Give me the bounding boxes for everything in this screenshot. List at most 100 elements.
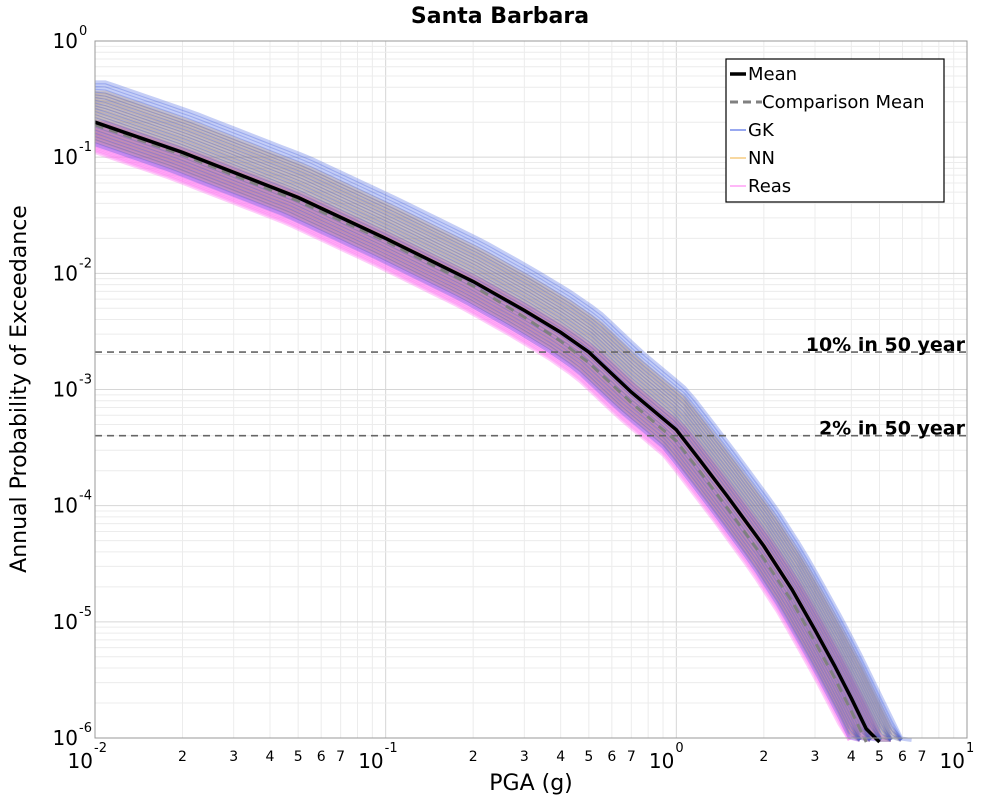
y-tick-label: 10: [53, 261, 78, 285]
band-line-gk: [94, 85, 903, 742]
y-tick-exponent: -1: [79, 140, 92, 155]
x-minor-tick-label: 6: [607, 749, 616, 765]
x-tick-label: 10: [358, 749, 383, 773]
y-tick-label: 10: [53, 610, 78, 634]
x-minor-tick-label: 7: [918, 749, 927, 765]
x-minor-tick-label: 4: [556, 749, 565, 765]
band-line-gk: [94, 132, 862, 741]
band-line-gk: [94, 94, 893, 741]
legend-label-comparison-mean: Comparison Mean: [762, 92, 925, 113]
y-tick-exponent: -2: [79, 256, 92, 271]
band-line-reas: [94, 128, 881, 742]
band-line-nn: [94, 131, 862, 741]
band-line-gk: [94, 83, 904, 742]
band-line-nn: [94, 109, 883, 742]
band-line-gk: [94, 136, 862, 742]
x-minor-tick-label: 2: [759, 749, 768, 765]
band-line-reas: [94, 131, 872, 742]
band-line-nn: [94, 94, 903, 742]
band-line-reas: [95, 120, 892, 742]
band-line-reas: [94, 137, 871, 742]
band-line-reas: [94, 121, 892, 742]
x-minor-tick-label: 5: [584, 749, 593, 765]
y-tick-exponent: -5: [79, 605, 92, 620]
band-line-nn: [94, 105, 892, 742]
x-minor-tick-label: 7: [336, 749, 345, 765]
x-minor-tick-label: 7: [627, 749, 636, 765]
y-axis-label: Annual Probability of Exceedance: [7, 205, 32, 573]
band-line-gk: [94, 129, 871, 742]
band-line-nn: [94, 114, 882, 742]
band-line-reas: [94, 150, 852, 742]
x-minor-tick-label: 3: [229, 749, 238, 765]
reference-label-2: 2% in 50 year: [819, 418, 966, 440]
x-minor-tick-label: 6: [317, 749, 326, 765]
x-minor-tick-label: 2: [178, 749, 187, 765]
x-minor-tick-label: 2: [469, 749, 478, 765]
x-tick-exponent: 0: [675, 741, 683, 756]
x-tick-label: 10: [68, 749, 93, 773]
band-line-reas: [94, 146, 861, 742]
band-line-nn: [94, 136, 862, 742]
reference-lines: 10% in 50 year 2% in 50 year: [95, 334, 967, 440]
band-line-nn: [94, 126, 872, 742]
x-tick-label: 10: [940, 749, 965, 773]
x-minor-tick-label: 6: [898, 749, 907, 765]
band-line-gk: [95, 80, 912, 742]
band-line-gk: [94, 126, 872, 742]
y-tick-exponent: 0: [79, 24, 87, 39]
band-line-reas: [94, 143, 862, 742]
series-line-mean: [94, 120, 881, 744]
band-line-nn: [94, 111, 883, 742]
y-tick-exponent: -4: [79, 489, 92, 504]
band-line-reas: [94, 132, 872, 742]
band-line-nn: [94, 96, 893, 741]
legend-label-reas: Reas: [748, 176, 791, 197]
band-line-gk: [94, 91, 902, 742]
band-line-reas: [94, 138, 862, 741]
x-minor-tick-label: 4: [266, 749, 275, 765]
chart-title: Santa Barbara: [411, 4, 589, 29]
x-minor-tick-label: 3: [520, 749, 529, 765]
band-line-nn: [94, 92, 903, 742]
legend-label-mean: Mean: [748, 64, 797, 85]
legend-label-nn: NN: [748, 148, 775, 169]
x-axis-label: PGA (g): [489, 771, 573, 796]
y-tick-label: 10: [53, 494, 78, 518]
band-line-gk: [94, 96, 893, 742]
x-minor-tick-label: 4: [847, 749, 856, 765]
band-line-gk: [94, 108, 883, 742]
band-line-nn: [94, 99, 893, 742]
band-line-gk: [94, 88, 903, 742]
y-tick-exponent: -3: [79, 373, 92, 388]
band-line-reas: [94, 140, 862, 742]
band-line-gk: [94, 139, 862, 742]
band-line-reas: [94, 134, 872, 742]
plot-grid: [94, 41, 967, 739]
x-tick-exponent: -2: [94, 741, 107, 756]
band-line-nn: [94, 103, 893, 742]
x-minor-tick-label: 5: [294, 749, 303, 765]
y-tick-label: 10: [53, 378, 78, 402]
reference-label-1: 10% in 50 year: [806, 334, 966, 356]
x-tick-exponent: 1: [966, 741, 974, 756]
legend: Mean Comparison Mean GK NN Reas: [725, 58, 945, 203]
band-line-gk: [94, 114, 882, 742]
y-tick-label: 10: [53, 145, 78, 169]
band-line-gk: [94, 105, 891, 742]
legend-label-gk: GK: [748, 120, 775, 141]
band-line-reas: [94, 130, 873, 741]
y-tick-label: 10: [53, 29, 78, 53]
y-tick-exponent: -6: [79, 721, 92, 736]
band-line-reas: [94, 145, 861, 742]
band-line-nn: [94, 101, 893, 742]
band-line-nn: [94, 128, 871, 742]
band-line-gk: [94, 142, 861, 742]
x-minor-tick-label: 5: [875, 749, 884, 765]
band-line-gk: [94, 102, 892, 742]
x-tick-exponent: -1: [385, 741, 398, 756]
band-line-gk: [94, 111, 883, 742]
